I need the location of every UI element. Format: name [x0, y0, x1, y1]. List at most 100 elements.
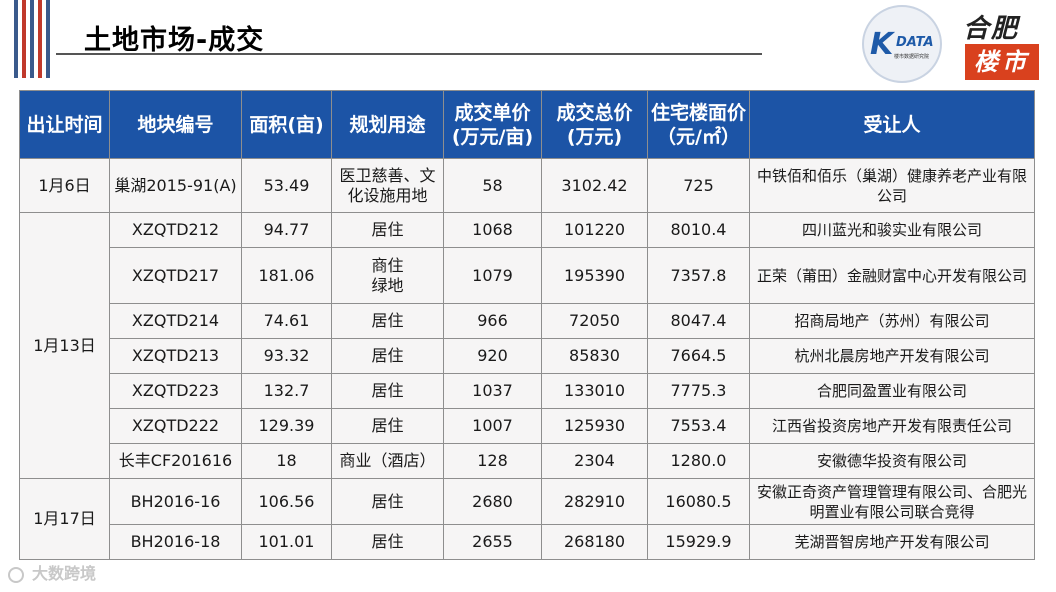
- cell-area: 74.61: [241, 303, 332, 339]
- table-header-row: 出让时间 地块编号 面积(亩) 规划用途 成交单价 (万元/亩) 成交总价 (万元) 住宅楼面价…: [19, 90, 1035, 159]
- table-row: 1月13日 XZQTD212 94.77 居住 1068 101220 8010.4 四川蓝光…: [19, 212, 1035, 479]
- watermark: 大数跨境: [8, 560, 96, 584]
- cell-total-price: 101220: [541, 212, 648, 248]
- cell-area: 94.77: [241, 212, 332, 248]
- header-buyer: 受让人: [749, 90, 1035, 159]
- accent-bar: [38, 0, 42, 78]
- cell-plot-id: XZQTD212: [109, 212, 242, 248]
- cell-total-price: 125930: [541, 408, 648, 444]
- cell-area: 129.39: [241, 408, 332, 444]
- cell-usage: 居住: [331, 524, 444, 560]
- page-title: 土地市场-成交: [84, 25, 265, 56]
- cell-floor-price: 725: [647, 158, 750, 213]
- cell-area: 132.7: [241, 373, 332, 409]
- cell-unit-price: 1007: [443, 408, 542, 444]
- hefei-loushi-logo: 合肥 楼市: [955, 6, 1049, 82]
- cell-usage: 商业（酒店）: [331, 443, 444, 479]
- cell-unit-price: 128: [443, 443, 542, 479]
- cell-floor-price: 15929.9: [647, 524, 750, 560]
- cell-unit-price: 1079: [443, 247, 542, 304]
- cell-plot-id: XZQTD213: [109, 338, 242, 374]
- cell-plot-id: 长丰CF201616: [109, 443, 242, 479]
- cell-floor-price: 7553.4: [647, 408, 750, 444]
- cell-buyer: 招商局地产（苏州）有限公司: [749, 303, 1035, 339]
- cell-usage: 居住: [331, 373, 444, 409]
- cell-floor-price: 16080.5: [647, 478, 750, 525]
- cell-unit-price: 1037: [443, 373, 542, 409]
- cell-total-price: 72050: [541, 303, 648, 339]
- cell-total-price: 3102.42: [541, 158, 648, 213]
- cell-plot-id: XZQTD223: [109, 373, 242, 409]
- cell-floor-price: 8047.4: [647, 303, 750, 339]
- cell-unit-price: 58: [443, 158, 542, 213]
- cell-unit-price: 2680: [443, 478, 542, 525]
- hefei-logo-line1: 合肥: [963, 14, 1020, 44]
- header-floor-price: 住宅楼面价 （元/㎡）: [647, 90, 750, 159]
- cell-buyer: 中铁佰和佰乐（巢湖）健康养老产业有限公司: [749, 158, 1035, 213]
- cell-buyer: 正荣（莆田）金融财富中心开发有限公司: [749, 247, 1035, 304]
- cell-plot-id: XZQTD222: [109, 408, 242, 444]
- cell-plot-id: 巢湖2015-91(A): [109, 158, 242, 213]
- land-deals-table: 出让时间 地块编号 面积(亩) 规划用途 成交单价 (万元/亩) 成交总价 (万元) 住宅楼面价…: [19, 90, 1035, 560]
- cell-usage: 居住: [331, 338, 444, 374]
- cell-unit-price: 966: [443, 303, 542, 339]
- cell-area: 18: [241, 443, 332, 479]
- cell-area: 181.06: [241, 247, 332, 304]
- table-row: XZQTD222 129.39 居住 1007 125930 7553.4 江西省投资房地产…: [20, 408, 1035, 444]
- cell-plot-id: BH2016-18: [109, 524, 242, 560]
- cell-total-price: 85830: [541, 338, 648, 374]
- cell-total-price: 268180: [541, 524, 648, 560]
- cell-buyer: 安徽正奇资产管理管理有限公司、合肥光明置业有限公司联合竞得: [749, 478, 1035, 525]
- table-row: BH2016-18 101.01 居住 2655 268180 15929.9 芜湖晋智房地…: [20, 524, 1035, 560]
- kdata-logo-name: DATA: [896, 35, 934, 50]
- cell-plot-id: BH2016-16: [109, 478, 242, 525]
- cell-area: 53.49: [241, 158, 332, 213]
- header-plot-id: 地块编号: [109, 90, 242, 159]
- cell-floor-price: 7357.8: [647, 247, 750, 304]
- hefei-logo-line2: 楼市: [965, 44, 1039, 80]
- header-usage: 规划用途: [331, 90, 444, 159]
- accent-bar: [30, 0, 34, 78]
- table-row: XZQTD223 132.7 居住 1037 133010 7775.3 合肥同盈置业有限公…: [20, 373, 1035, 409]
- cell-unit-price: 1068: [443, 212, 542, 248]
- cell-plot-id: XZQTD214: [109, 303, 242, 339]
- header-area: 面积(亩): [241, 90, 332, 159]
- cell-buyer: 安徽德华投资有限公司: [749, 443, 1035, 479]
- kdata-logo-mark: K: [870, 27, 894, 62]
- cell-usage: 居住: [331, 408, 444, 444]
- cell-usage: 医卫慈善、文化设施用地: [331, 158, 444, 213]
- table-row: 长丰CF201616 18 商业（酒店） 128 2304 1280.0 安徽德华投资有限公…: [20, 443, 1035, 479]
- cell-date: 1月17日: [19, 478, 110, 560]
- kdata-logo-sub: 楼市数据研究院: [894, 54, 930, 60]
- cell-total-price: 282910: [541, 478, 648, 525]
- cell-buyer: 杭州北晨房地产开发有限公司: [749, 338, 1035, 374]
- cell-usage: 居住: [331, 212, 444, 248]
- cell-buyer: 芜湖晋智房地产开发有限公司: [749, 524, 1035, 560]
- cell-area: 106.56: [241, 478, 332, 525]
- watermark-icon: [8, 566, 24, 583]
- cell-total-price: 2304: [541, 443, 648, 479]
- header-unit-price: 成交单价 (万元/亩): [443, 90, 542, 159]
- cell-buyer: 江西省投资房地产开发有限责任公司: [749, 408, 1035, 444]
- cell-usage: 居住: [331, 478, 444, 525]
- cell-floor-price: 7664.5: [647, 338, 750, 374]
- cell-floor-price: 7775.3: [647, 373, 750, 409]
- cell-buyer: 合肥同盈置业有限公司: [749, 373, 1035, 409]
- cell-floor-price: 1280.0: [647, 443, 750, 479]
- table-row: XZQTD213 93.32 居住 920 85830 7664.5 杭州北晨房地产开发有限…: [20, 338, 1035, 374]
- cell-area: 93.32: [241, 338, 332, 374]
- cell-usage: 商住 绿地: [331, 247, 444, 304]
- table-row: 1月6日 巢湖2015-91(A) 53.49 医卫慈善、文化设施用地 58 3102.4…: [19, 158, 1035, 213]
- cell-area: 101.01: [241, 524, 332, 560]
- table-row: XZQTD217 181.06 商住 绿地 1079 195390 7357.8 正荣（莆田）…: [20, 247, 1035, 304]
- cell-unit-price: 2655: [443, 524, 542, 560]
- cell-buyer: 四川蓝光和骏实业有限公司: [749, 212, 1035, 248]
- accent-bar: [14, 0, 18, 78]
- cell-floor-price: 8010.4: [647, 212, 750, 248]
- table-row: 1月17日 BH2016-16 106.56 居住 2680 282910 16080.5 安…: [19, 478, 1035, 560]
- table-row: XZQTD214 74.61 居住 966 72050 8047.4 招商局地产（苏州）有限…: [20, 303, 1035, 339]
- cell-plot-id: XZQTD217: [109, 247, 242, 304]
- accent-bar: [22, 0, 26, 78]
- header-date: 出让时间: [19, 90, 110, 159]
- cell-total-price: 133010: [541, 373, 648, 409]
